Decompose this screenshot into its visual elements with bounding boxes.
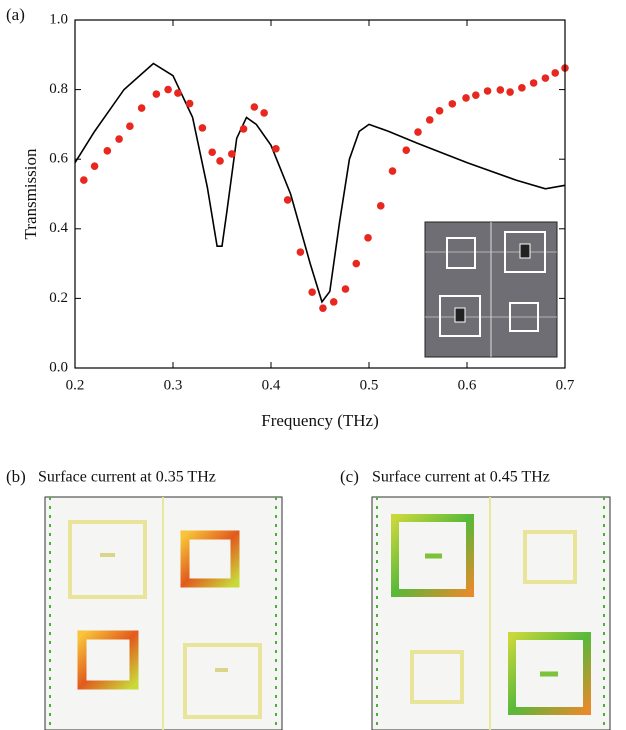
point <box>164 85 172 94</box>
y-tick-label: 0.2 <box>49 290 68 306</box>
panel-label: (b) <box>6 467 26 486</box>
plot-frame <box>74 19 566 369</box>
point <box>402 146 411 154</box>
point <box>388 167 397 175</box>
x-tick-label: 0.5 <box>360 377 379 393</box>
surface-current-image <box>371 496 611 730</box>
point <box>462 94 470 102</box>
point <box>435 107 444 115</box>
point <box>208 148 216 157</box>
line <box>74 62 566 304</box>
point <box>425 116 434 124</box>
y-tick-label: 0.8 <box>49 81 68 97</box>
point <box>506 88 514 96</box>
point <box>185 99 194 108</box>
point <box>174 89 182 97</box>
point <box>296 248 305 256</box>
point <box>352 259 361 268</box>
x-tick-label: 0.3 <box>164 377 183 393</box>
panel-label: (a) <box>6 5 25 24</box>
point <box>137 104 146 112</box>
point <box>80 176 88 184</box>
point <box>308 288 316 296</box>
point <box>472 91 480 99</box>
point <box>283 196 292 204</box>
point <box>496 86 505 94</box>
point <box>260 109 268 117</box>
point <box>483 87 492 95</box>
point <box>448 100 457 108</box>
y-axis-label: Transmission <box>21 148 40 240</box>
point <box>103 147 112 155</box>
panel-title: Surface current at 0.45 THz <box>372 469 550 486</box>
point <box>319 304 327 312</box>
x-tick-label: 0.6 <box>458 377 477 393</box>
point <box>329 298 338 306</box>
point <box>152 90 161 98</box>
y-tick-label: 1.0 <box>49 11 68 27</box>
point <box>518 84 526 92</box>
point <box>228 150 236 158</box>
point <box>272 144 280 153</box>
y-tick-label: 0.0 <box>49 359 68 375</box>
x-tick-label: 0.7 <box>556 377 575 393</box>
plot-area: 0.0 0.2 0.4 0.6 0.8 1.0 0.2 0.3 0.4 0.5 0.6 0.7 <box>49 11 575 393</box>
point <box>376 202 385 210</box>
point <box>364 234 372 242</box>
inset-image <box>424 221 558 358</box>
point <box>126 122 134 130</box>
point <box>341 285 350 293</box>
point <box>90 162 99 170</box>
panel-label: (c) <box>340 467 359 486</box>
point <box>239 125 248 133</box>
y-tick-label: 0.6 <box>49 151 68 167</box>
point <box>541 74 550 82</box>
x-axis-label: Frequency (THz) <box>261 411 379 430</box>
x-tick-label: 0.4 <box>262 377 281 393</box>
x-tick-label: 0.2 <box>66 377 85 393</box>
surface-current-image <box>44 496 283 730</box>
point <box>551 69 559 77</box>
panel-title: Surface current at 0.35 THz <box>38 469 216 486</box>
point <box>414 128 422 136</box>
point <box>198 124 207 132</box>
point <box>529 79 538 87</box>
point <box>216 157 224 165</box>
point <box>115 135 123 143</box>
y-tick-label: 0.4 <box>49 220 68 236</box>
point <box>250 103 259 111</box>
